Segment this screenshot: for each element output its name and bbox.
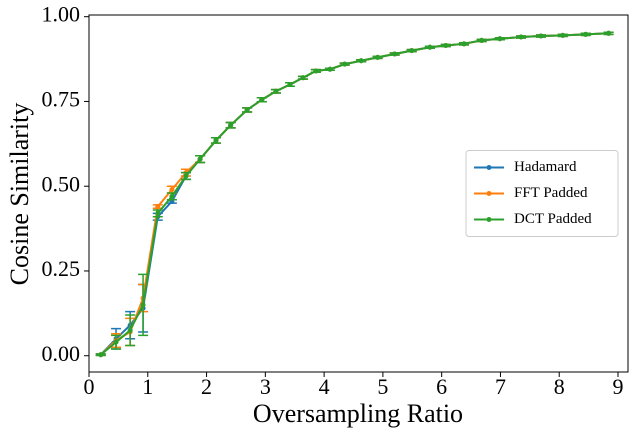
marker bbox=[461, 41, 467, 47]
y-tick-label: 1.00 bbox=[42, 2, 81, 27]
marker bbox=[273, 88, 279, 94]
legend-marker bbox=[486, 165, 492, 170]
legend-label: FFT Padded bbox=[514, 185, 588, 201]
y-tick-label: 0.75 bbox=[42, 86, 81, 111]
marker bbox=[358, 58, 364, 64]
plot-frame bbox=[88, 14, 629, 373]
marker bbox=[113, 339, 119, 345]
marker bbox=[169, 187, 175, 193]
y-tick-label: 0.00 bbox=[42, 341, 81, 366]
marker bbox=[342, 61, 348, 67]
x-tick-label: 7 bbox=[495, 374, 506, 399]
marker bbox=[409, 48, 415, 54]
legend-label: Hadamard bbox=[514, 159, 577, 175]
legend-marker bbox=[486, 217, 492, 222]
x-axis-label: Oversampling Ratio bbox=[253, 399, 463, 428]
marker bbox=[183, 173, 189, 179]
marker bbox=[497, 36, 503, 42]
marker bbox=[98, 352, 104, 358]
x-tick-label: 0 bbox=[84, 374, 95, 399]
marker bbox=[155, 210, 161, 216]
marker bbox=[443, 43, 449, 49]
y-tick-label: 0.25 bbox=[42, 256, 81, 281]
x-tick-label: 6 bbox=[436, 374, 447, 399]
marker bbox=[427, 44, 433, 50]
marker bbox=[538, 33, 544, 39]
marker bbox=[197, 156, 203, 162]
series-line bbox=[100, 32, 609, 356]
x-tick-label: 3 bbox=[260, 374, 271, 399]
x-tick-label: 8 bbox=[554, 374, 565, 399]
marker bbox=[169, 193, 175, 199]
x-tick-label: 4 bbox=[319, 374, 330, 399]
marker bbox=[606, 30, 612, 36]
marker bbox=[140, 302, 146, 308]
marker bbox=[560, 32, 566, 38]
series bbox=[95, 30, 614, 358]
y-tick-label: 0.50 bbox=[42, 171, 81, 196]
marker bbox=[392, 51, 398, 57]
marker bbox=[287, 82, 293, 88]
marker bbox=[155, 204, 161, 210]
x-tick-label: 9 bbox=[613, 374, 624, 399]
marker bbox=[327, 66, 333, 72]
marker bbox=[313, 68, 319, 74]
x-tick-label: 5 bbox=[377, 374, 388, 399]
legend-marker bbox=[486, 191, 492, 196]
marker bbox=[583, 31, 589, 37]
marker bbox=[479, 37, 485, 43]
marker bbox=[300, 75, 306, 81]
marker bbox=[518, 34, 524, 40]
marker bbox=[259, 97, 265, 103]
marker bbox=[375, 54, 381, 60]
marker bbox=[228, 122, 234, 128]
legend-label: DCT Padded bbox=[514, 211, 592, 227]
legend-box bbox=[465, 150, 619, 237]
marker bbox=[213, 137, 219, 143]
y-axis-label: Cosine Similarity bbox=[5, 103, 34, 286]
x-tick-label: 2 bbox=[201, 374, 212, 399]
marker bbox=[127, 327, 133, 333]
marker bbox=[244, 107, 250, 113]
x-tick-label: 1 bbox=[142, 374, 153, 399]
